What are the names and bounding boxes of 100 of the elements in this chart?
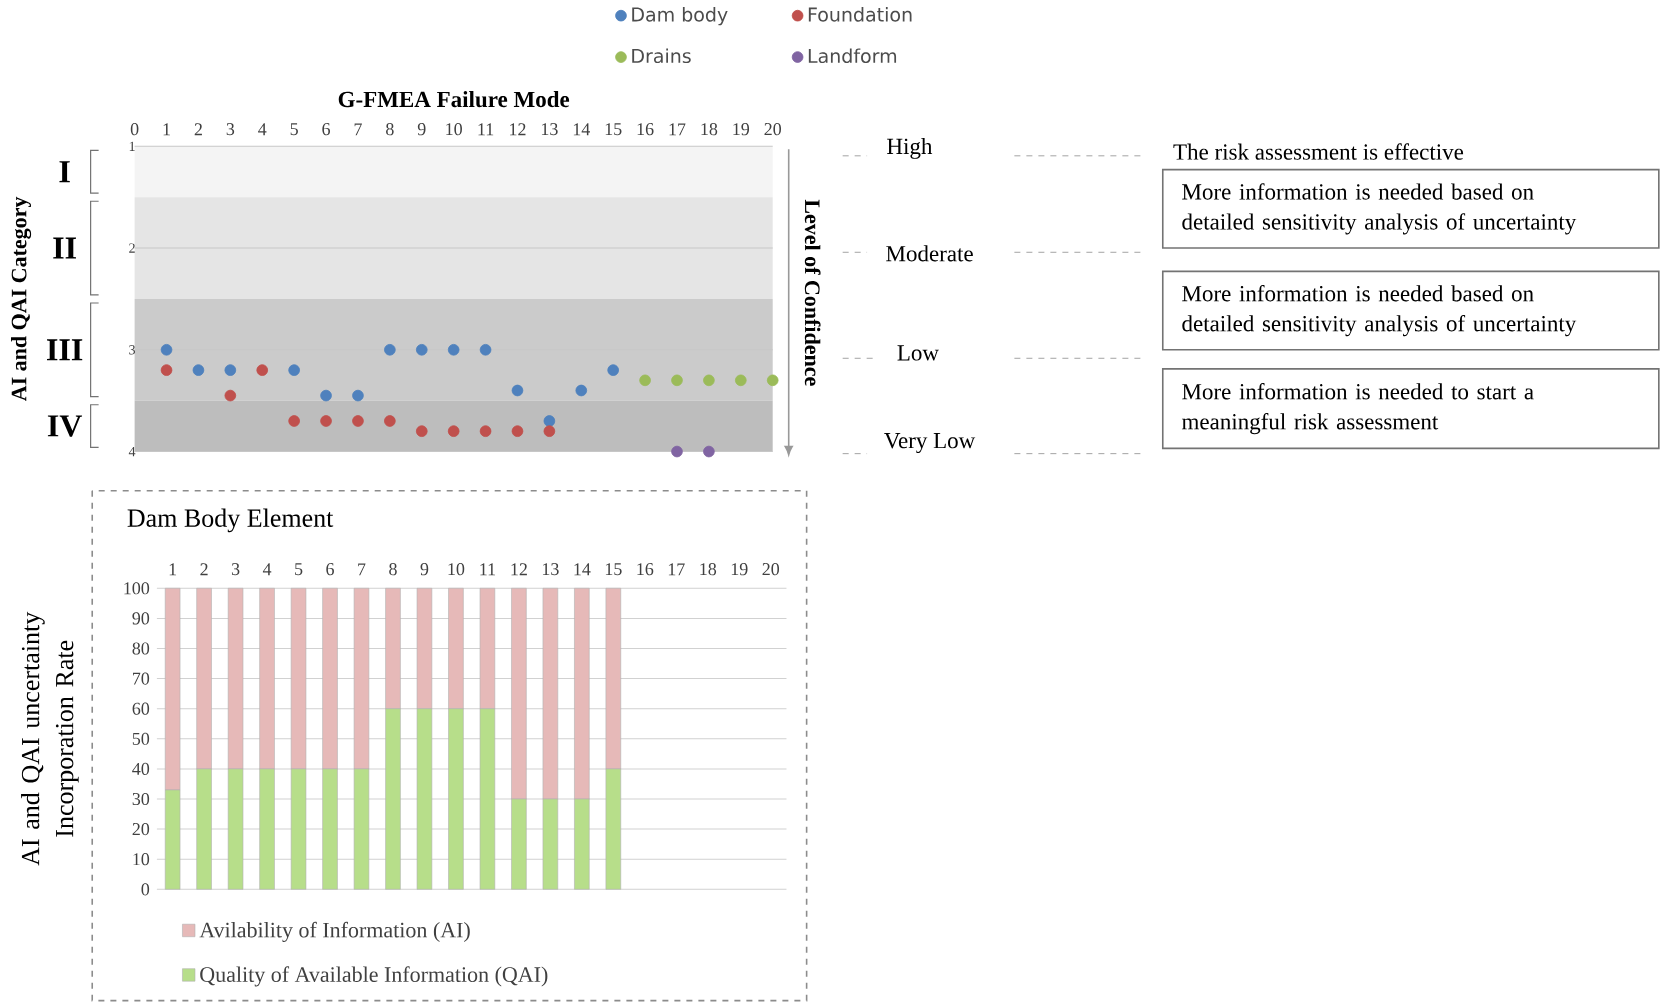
legend-label: Dam body (632, 7, 728, 26)
point (384, 415, 396, 427)
point (447, 344, 460, 356)
point (639, 374, 651, 387)
band-label: IV (47, 415, 83, 437)
chart-title: Dam Body Element (127, 508, 334, 533)
y-tick-label: 4 (128, 447, 136, 457)
band-label: I (59, 161, 70, 183)
x-tick-label: 8 (389, 563, 397, 576)
x-tick-label: 1 (169, 563, 177, 576)
point (384, 344, 396, 356)
x-tick-label: 8 (386, 123, 394, 136)
x-tick-label: 11 (478, 123, 494, 136)
y-tick-label: 90 (132, 612, 150, 625)
y-tick-label: 80 (132, 642, 150, 655)
x-tick-label: 12 (511, 563, 527, 576)
x-tick-label: 7 (354, 123, 362, 136)
point (479, 344, 492, 356)
point (320, 389, 332, 402)
x-tick-label: 14 (574, 563, 591, 576)
text: More information is needed based on detailed sensitivity analysis of uncertainty (1182, 285, 1577, 337)
point (543, 425, 556, 438)
x-tick-label: 6 (326, 563, 334, 576)
x-tick-label: 19 (731, 563, 748, 576)
x-tick-label: 7 (358, 563, 366, 576)
x-tick-label: 11 (480, 563, 496, 576)
y-tick-label: 2 (129, 243, 135, 253)
text: High (887, 138, 933, 159)
point (575, 384, 588, 397)
point (160, 364, 173, 377)
point (447, 425, 460, 438)
legend-label: Quality of Available Information (QAI) (200, 966, 548, 987)
x-tick-label: 10 (446, 123, 462, 136)
y-tick-label: 30 (132, 793, 150, 806)
point (288, 364, 300, 377)
x-tick-label: 9 (420, 563, 429, 576)
x-tick-label: 5 (295, 563, 303, 576)
x-tick-label: 13 (542, 563, 559, 576)
point (224, 364, 237, 377)
x-tick-label: 12 (510, 123, 526, 136)
text: More information is needed to start a meaningful risk assessment (1181, 383, 1534, 435)
x-tick-label: 10 (448, 563, 465, 576)
point (224, 389, 237, 402)
x-tick-label: 2 (200, 563, 208, 576)
x-tick-label: 17 (669, 123, 686, 136)
x-axis-title: G-FMEA Failure Mode (338, 91, 570, 108)
y-tick-label: 0 (141, 883, 150, 896)
y-tick-label: 20 (132, 823, 150, 836)
point (735, 374, 747, 387)
y-tick-label: 1 (129, 141, 135, 152)
y-tick-label: 3 (129, 345, 136, 355)
point (511, 384, 524, 397)
x-tick-label: 18 (701, 123, 718, 136)
y-axis-title: AI and QAI uncertainty Incorporation Rate (21, 611, 79, 866)
y2-axis-title: Level of Confidence (804, 199, 821, 386)
x-tick-label: 4 (262, 563, 272, 576)
x-tick-label: 16 (637, 563, 654, 576)
x-tick-label: 17 (668, 563, 685, 576)
x-tick-label: 16 (637, 123, 654, 136)
legend-label: Drains (632, 48, 691, 64)
legend-label: Foundation (808, 7, 912, 22)
point (256, 364, 269, 377)
text: The risk assessment is effective (1173, 143, 1464, 160)
legend-label: Landform (808, 48, 897, 64)
legend-label: Avilability of Information (AI) (199, 921, 470, 943)
point (703, 374, 715, 387)
y-axis-title: AI and QAI Category (11, 196, 32, 402)
y-tick-label: 40 (132, 762, 150, 776)
point (671, 445, 683, 458)
point (415, 425, 428, 438)
point (415, 344, 428, 356)
text: More information is needed based on detailed sensitivity analysis of uncertainty (1182, 183, 1577, 235)
point (320, 415, 332, 427)
y-tick-label: 100 (124, 582, 150, 595)
x-tick-label: 15 (605, 123, 622, 136)
x-tick-label: 20 (762, 563, 780, 576)
x-tick-label: 3 (231, 563, 240, 576)
y-tick-label: 10 (133, 853, 150, 866)
x-tick-label: 3 (226, 123, 235, 136)
point (160, 344, 173, 356)
point (543, 415, 556, 427)
point (192, 364, 205, 377)
y-tick-label: 50 (132, 732, 150, 746)
y-tick-label: 70 (133, 672, 150, 685)
x-tick-label: 13 (541, 123, 558, 136)
x-tick-label: 4 (258, 123, 267, 136)
x-tick-label: 20 (764, 123, 782, 136)
text: Very Low (884, 433, 976, 454)
x-tick-label: 2 (194, 123, 202, 136)
x-tick-label: 9 (417, 123, 426, 136)
x-tick-label: 5 (290, 123, 298, 136)
point (607, 364, 619, 377)
point (766, 374, 779, 387)
point (703, 445, 715, 458)
x-tick-label: 14 (573, 123, 590, 136)
point (352, 415, 364, 427)
x-tick-label: 19 (733, 123, 750, 136)
point (352, 389, 364, 402)
point (671, 374, 683, 387)
text: Moderate (886, 245, 973, 262)
